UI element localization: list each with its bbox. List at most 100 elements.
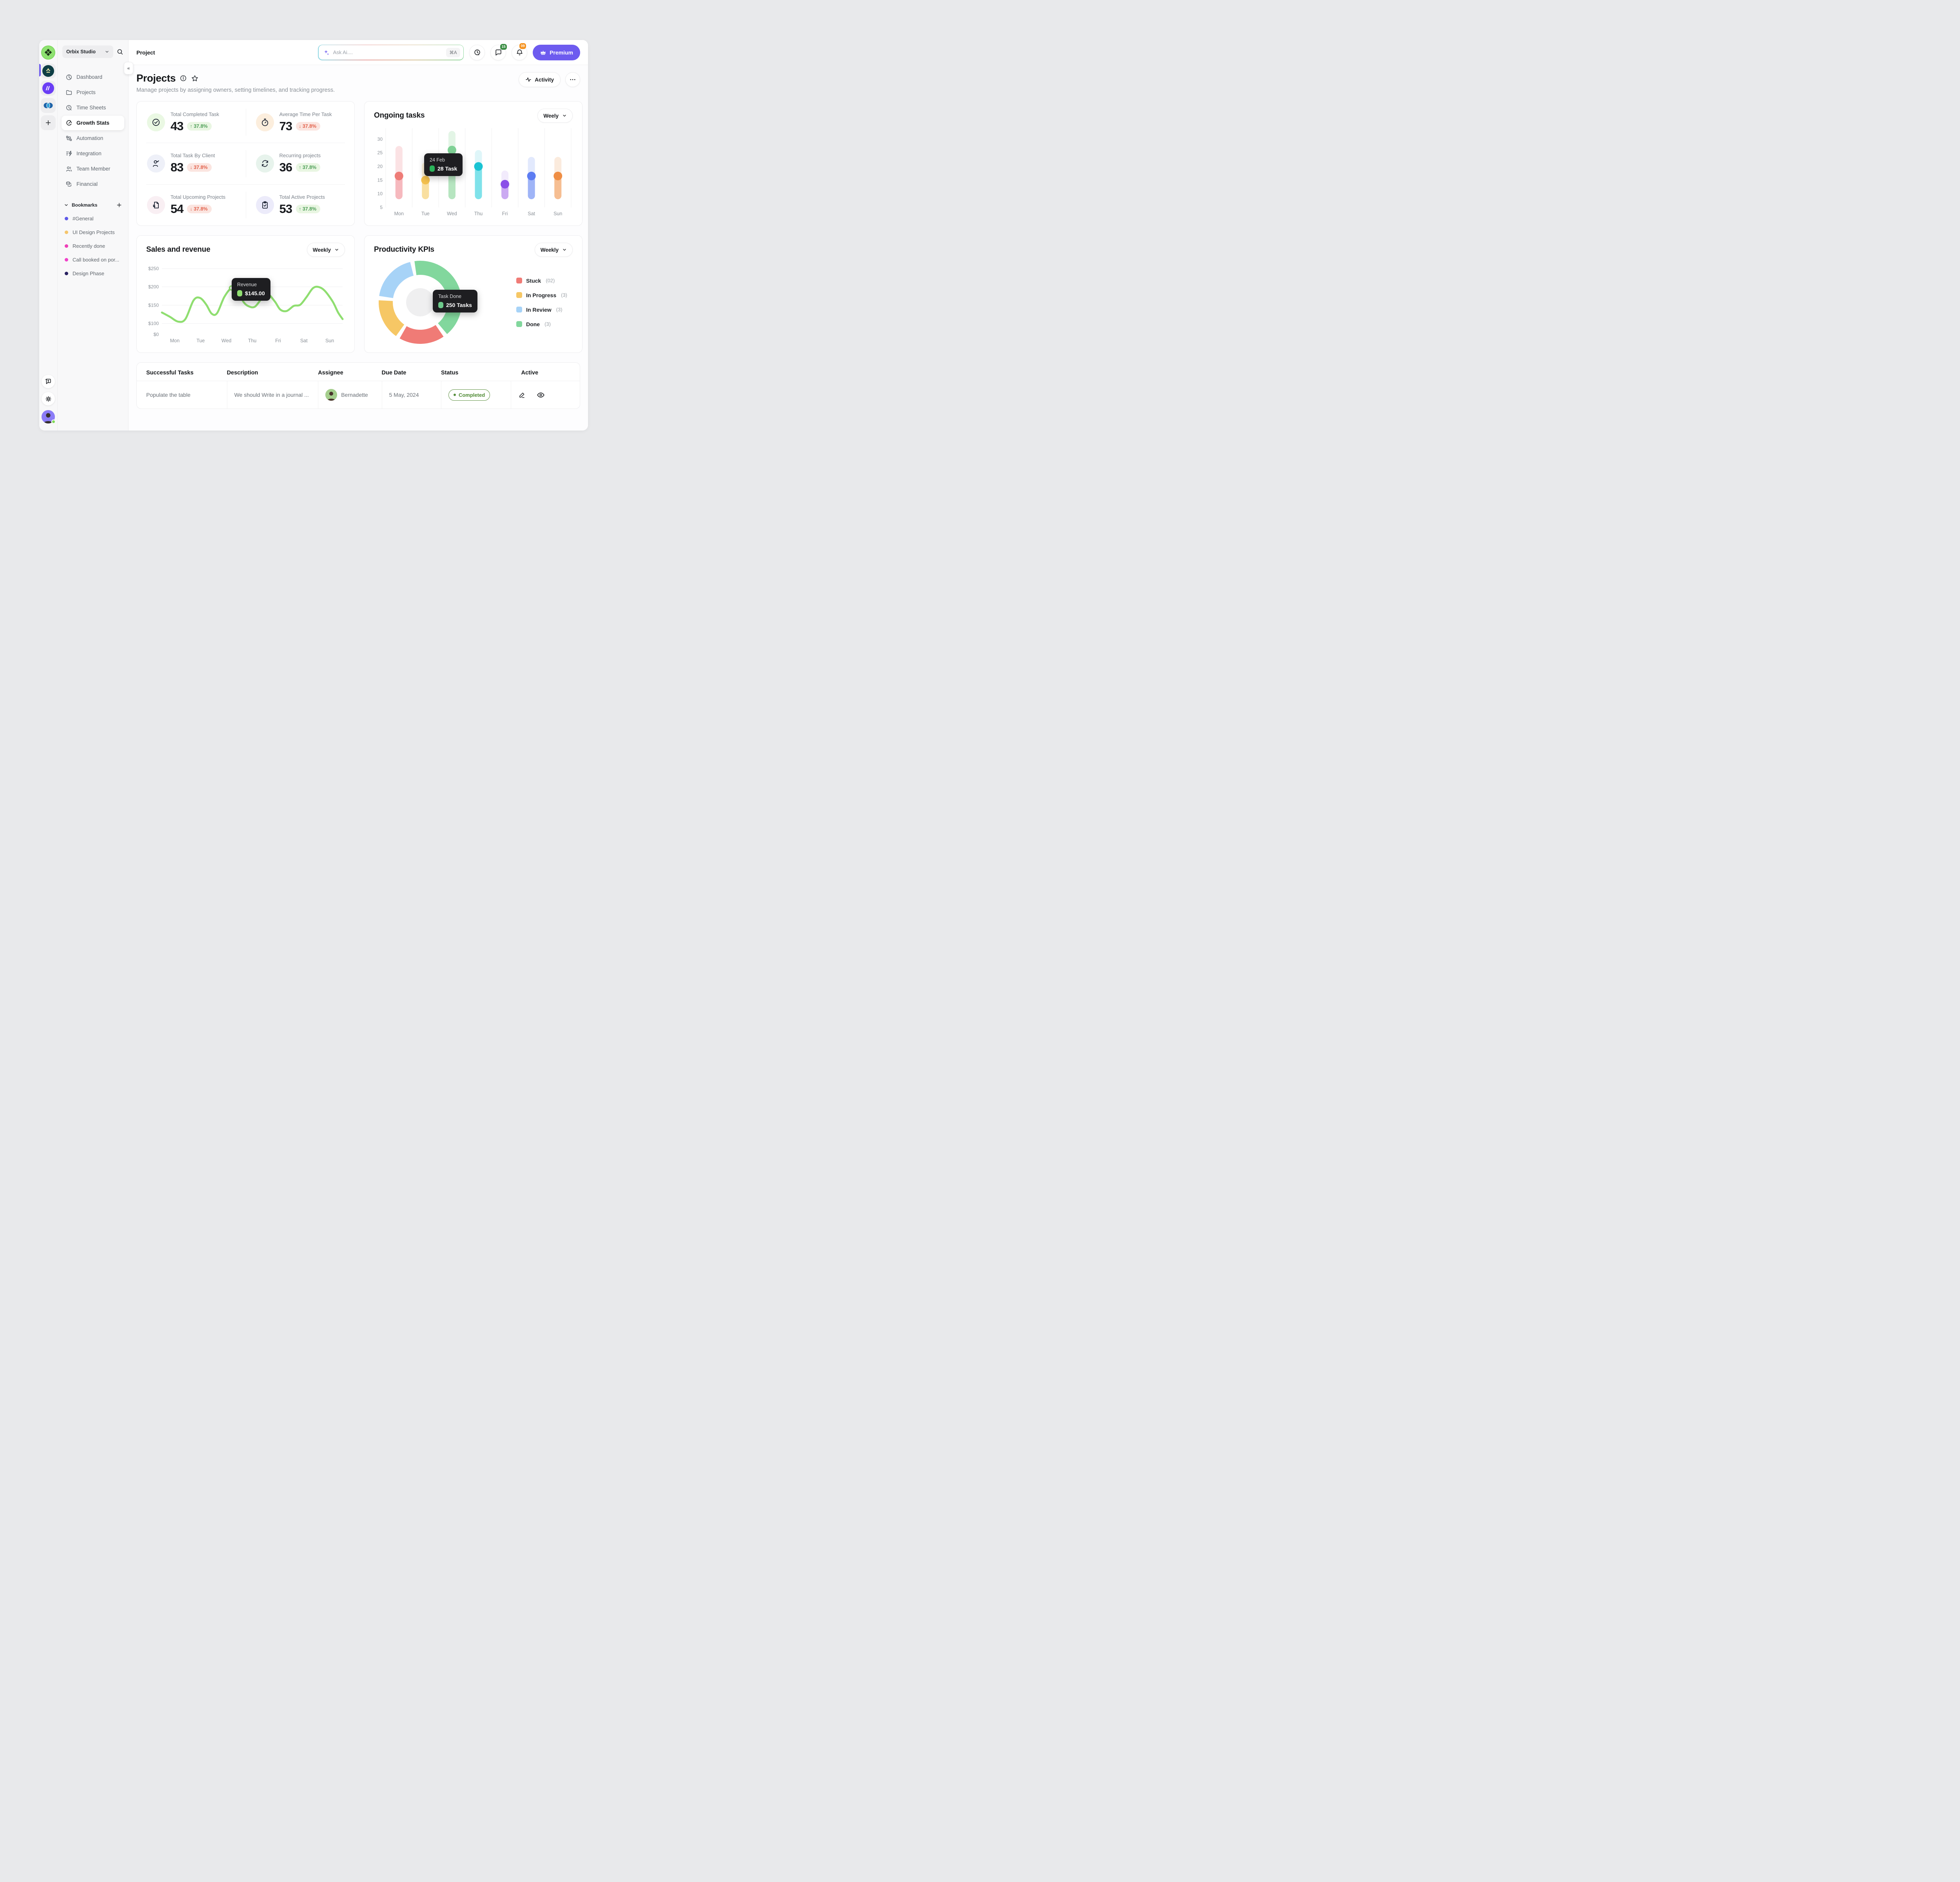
kpis-range-select[interactable]: Weekly bbox=[534, 243, 573, 257]
app-rail bbox=[39, 40, 58, 431]
help-button[interactable] bbox=[42, 375, 55, 388]
sidebar-item-dashboard[interactable]: Dashboard bbox=[62, 70, 124, 84]
table-row[interactable]: Populate the table We should Write in a … bbox=[137, 381, 580, 409]
table-header: Successful Tasks Description Assignee Du… bbox=[146, 370, 539, 376]
app-slashes[interactable] bbox=[41, 81, 56, 96]
legend-item-in-progress: In Progress (3) bbox=[516, 292, 567, 298]
workspace-switcher[interactable]: Orbix Studio bbox=[62, 45, 113, 58]
bookmark-item[interactable]: UI Design Projects bbox=[62, 225, 124, 239]
view-icon[interactable] bbox=[537, 391, 545, 399]
sidebar-item-growth-stats[interactable]: Growth Stats bbox=[62, 116, 124, 130]
svg-text:25: 25 bbox=[377, 150, 383, 156]
active-app-indicator bbox=[39, 64, 41, 76]
stat-total-upcoming-projects: Total Upcoming Projects 54 ↓ 37.8% bbox=[146, 185, 246, 225]
bookmark-item[interactable]: #General bbox=[62, 212, 124, 225]
delta-badge: ↓ 37.8% bbox=[187, 204, 212, 213]
ongoing-tooltip: 24 Feb 28 Task bbox=[424, 153, 463, 176]
settings-button[interactable] bbox=[42, 392, 55, 405]
cell-due-date: 5 May, 2024 bbox=[381, 381, 441, 409]
svg-text:Wed: Wed bbox=[221, 338, 232, 343]
sidebar-item-financial[interactable]: Financial bbox=[62, 177, 124, 191]
bookmark-item[interactable]: Call booked on por... bbox=[62, 253, 124, 267]
stat-total-active-projects: Total Active Projects 53 ↑ 37.8% bbox=[246, 185, 345, 225]
ellipsis-icon bbox=[570, 79, 575, 80]
stat-total-task-by-client: Total Task By Client 83 ↓ 37.8% bbox=[146, 143, 246, 184]
svg-text:Fri: Fri bbox=[502, 211, 508, 216]
svg-text:$200: $200 bbox=[148, 284, 159, 290]
activity-button[interactable]: Activity bbox=[519, 72, 561, 87]
sidebar-nav: Dashboard Projects Time Sheets Growth St… bbox=[62, 70, 124, 191]
legend-item-stuck: Stuck (02) bbox=[516, 278, 567, 284]
sales-revenue-title: Sales and revenue bbox=[146, 245, 211, 254]
breadcrumb: Project bbox=[136, 49, 155, 56]
sales-range-select[interactable]: Weekly bbox=[307, 243, 345, 257]
notifications-count-badge: 09 bbox=[519, 43, 526, 49]
messages-button[interactable]: 15 bbox=[490, 44, 507, 60]
more-options-button[interactable] bbox=[565, 72, 580, 87]
app-venn[interactable] bbox=[41, 98, 56, 113]
sparkle-icon bbox=[324, 49, 329, 55]
user-avatar[interactable] bbox=[42, 410, 56, 424]
stat-recurring-projects: Recurring projects 36 ↑ 37.8% bbox=[246, 143, 345, 184]
help-icon bbox=[45, 379, 51, 384]
svg-text:Sat: Sat bbox=[300, 338, 308, 343]
cell-status: Completed bbox=[441, 381, 511, 409]
workspace-name: Orbix Studio bbox=[66, 49, 96, 54]
bookmark-item[interactable]: Design Phase bbox=[62, 267, 124, 280]
plus-icon bbox=[45, 120, 51, 125]
add-bookmark-icon[interactable] bbox=[116, 202, 122, 208]
bookmark-item[interactable]: Recently done bbox=[62, 239, 124, 253]
info-icon[interactable] bbox=[180, 74, 187, 82]
svg-text:Tue: Tue bbox=[421, 211, 430, 216]
bookmark-dot bbox=[65, 272, 68, 275]
check-circle-icon bbox=[147, 113, 165, 131]
add-app-button[interactable] bbox=[41, 115, 56, 130]
cell-assignee: Bernadette bbox=[318, 381, 381, 409]
tooltip-swatch bbox=[430, 165, 435, 172]
ongoing-range-select[interactable]: Weely bbox=[537, 109, 573, 123]
sidebar-item-integration[interactable]: Integration bbox=[62, 146, 124, 161]
page-content: Projects Manage projects by assigning ow… bbox=[129, 65, 588, 431]
chevron-down-icon[interactable] bbox=[64, 203, 69, 207]
productivity-kpis-card: Productivity KPIs Weekly Task Done 250 T… bbox=[364, 235, 583, 353]
app-triskelion[interactable] bbox=[41, 64, 56, 78]
ask-ai-placeholder: Ask Ai.... bbox=[333, 49, 353, 55]
productivity-kpis-title: Productivity KPIs bbox=[374, 245, 434, 254]
delta-badge: ↑ 37.8% bbox=[296, 204, 321, 213]
ongoing-tasks-title: Ongoing tasks bbox=[374, 111, 425, 120]
star-icon[interactable] bbox=[191, 74, 199, 82]
search-icon[interactable] bbox=[116, 48, 123, 55]
delta-badge: ↑ 37.8% bbox=[187, 122, 212, 131]
cell-description: We should Write in a journal ... bbox=[227, 381, 318, 409]
orbix-logo-icon[interactable] bbox=[41, 45, 55, 60]
sidebar-item-team-member[interactable]: Team Member bbox=[62, 162, 124, 176]
svg-text:$0: $0 bbox=[154, 332, 159, 337]
assignee-avatar bbox=[325, 389, 338, 401]
svg-text:Sun: Sun bbox=[325, 338, 334, 343]
sidebar-item-time-sheets[interactable]: Time Sheets bbox=[62, 100, 124, 115]
edit-icon[interactable] bbox=[518, 391, 526, 399]
sidebar-item-automation[interactable]: Automation bbox=[62, 131, 124, 145]
svg-text:$150: $150 bbox=[148, 302, 159, 308]
app-window: Orbix Studio Dashboard Projects Time She… bbox=[39, 40, 588, 431]
bookmarks-list: #General UI Design Projects Recently don… bbox=[62, 212, 124, 280]
stopwatch-icon bbox=[256, 113, 274, 131]
crown-icon bbox=[541, 50, 546, 55]
sidebar: Orbix Studio Dashboard Projects Time She… bbox=[58, 40, 129, 431]
delta-badge: ↓ 37.8% bbox=[187, 163, 212, 172]
svg-text:Wed: Wed bbox=[447, 211, 457, 216]
history-button[interactable] bbox=[469, 44, 485, 60]
triskelion-app-icon bbox=[42, 65, 54, 77]
ask-ai-input[interactable]: Ask Ai.... ⌘A bbox=[318, 44, 464, 60]
sidebar-collapse-button[interactable]: « bbox=[124, 62, 133, 74]
online-status-dot bbox=[51, 420, 56, 424]
svg-text:Mon: Mon bbox=[170, 338, 180, 343]
person-check-icon bbox=[147, 154, 165, 173]
sidebar-item-projects[interactable]: Projects bbox=[62, 85, 124, 100]
svg-text:Thu: Thu bbox=[248, 338, 257, 343]
notifications-button[interactable]: 09 bbox=[512, 43, 528, 60]
premium-button[interactable]: Premium bbox=[533, 44, 580, 60]
sales-tooltip: Revenue $145.00 bbox=[232, 278, 270, 301]
cell-actions bbox=[511, 381, 570, 409]
bookmark-dot bbox=[65, 244, 68, 248]
